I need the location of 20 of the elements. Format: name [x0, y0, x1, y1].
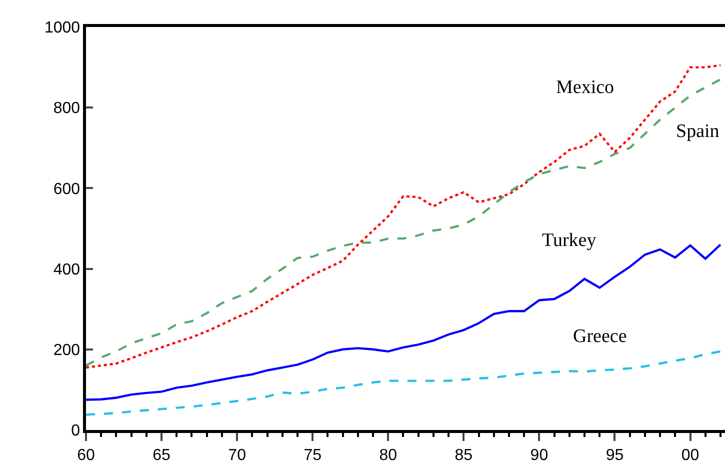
x-tick-label: 80 — [379, 446, 398, 461]
y-tick-label: 200 — [53, 342, 80, 359]
x-tick-label: 95 — [606, 446, 624, 461]
line-series — [86, 350, 722, 416]
series-label: Greece — [573, 326, 627, 347]
y-tick-label: 800 — [53, 100, 80, 118]
y-tick-label: 1000 — [44, 20, 80, 37]
series-label: Spain — [676, 121, 720, 142]
y-tick-label: 400 — [53, 261, 80, 278]
x-tick-label: 70 — [228, 446, 246, 461]
series-label: Mexico — [556, 77, 614, 98]
y-tick-label: 0 — [71, 422, 80, 440]
x-tick-label: 00 — [681, 446, 700, 461]
x-tick-label: 90 — [530, 446, 548, 461]
x-tick-label: 60 — [77, 446, 95, 461]
x-tick-label: 85 — [454, 446, 473, 461]
x-tick-label: 75 — [304, 446, 322, 461]
y-tick-label: 600 — [53, 180, 80, 198]
series-label: Turkey — [542, 230, 597, 251]
x-tick-label: 65 — [152, 446, 171, 461]
